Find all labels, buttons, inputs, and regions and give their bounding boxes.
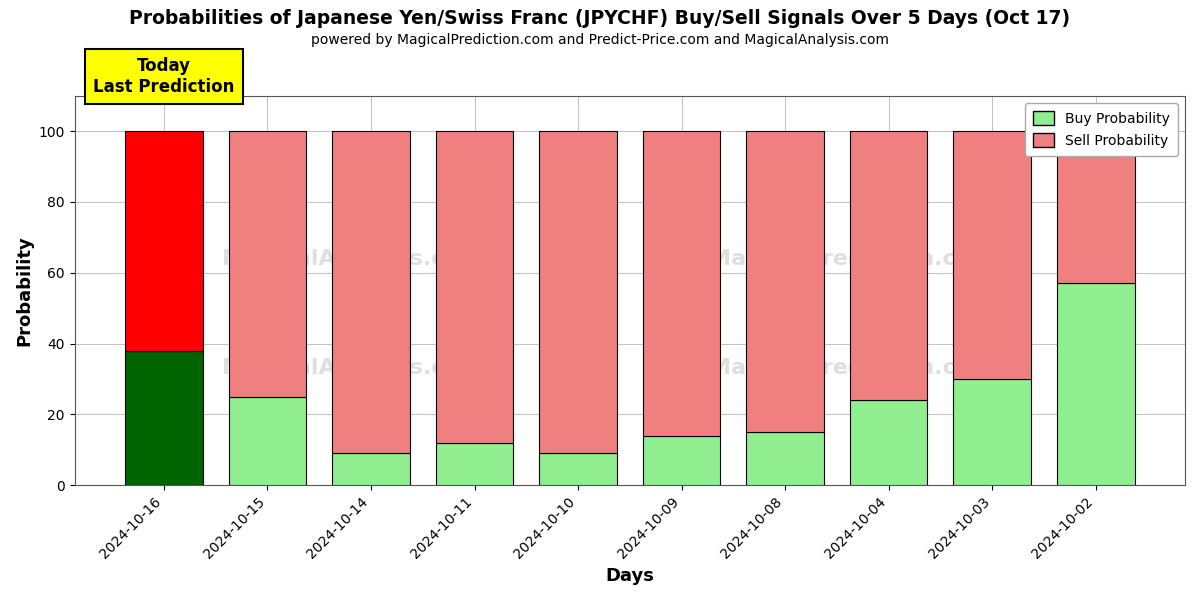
Bar	[539, 454, 617, 485]
Text: MagicalPrediction.com: MagicalPrediction.com	[709, 250, 995, 269]
Bar	[643, 436, 720, 485]
Bar	[436, 131, 514, 443]
Bar	[332, 454, 410, 485]
Bar	[229, 131, 306, 397]
Text: MagicalPrediction.com: MagicalPrediction.com	[709, 358, 995, 379]
Bar	[229, 397, 306, 485]
Bar	[125, 131, 203, 350]
Bar	[332, 131, 410, 454]
Bar	[539, 131, 617, 454]
Bar	[746, 131, 824, 432]
Bar	[746, 432, 824, 485]
Bar	[1057, 283, 1134, 485]
Text: Probabilities of Japanese Yen/Swiss Franc (JPYCHF) Buy/Sell Signals Over 5 Days : Probabilities of Japanese Yen/Swiss Fran…	[130, 9, 1070, 28]
Text: Today
Last Prediction: Today Last Prediction	[94, 57, 235, 96]
Bar	[436, 443, 514, 485]
Bar	[850, 400, 928, 485]
Text: MagicalAnalysis.com: MagicalAnalysis.com	[222, 358, 482, 379]
Bar	[125, 350, 203, 485]
Bar	[643, 131, 720, 436]
Bar	[850, 131, 928, 400]
X-axis label: Days: Days	[605, 567, 654, 585]
Bar	[953, 131, 1031, 379]
Text: powered by MagicalPrediction.com and Predict-Price.com and MagicalAnalysis.com: powered by MagicalPrediction.com and Pre…	[311, 33, 889, 47]
Bar	[1057, 131, 1134, 283]
Legend: Buy Probability, Sell Probability: Buy Probability, Sell Probability	[1025, 103, 1178, 156]
Y-axis label: Probability: Probability	[16, 235, 34, 346]
Bar	[953, 379, 1031, 485]
Text: MagicalAnalysis.com: MagicalAnalysis.com	[222, 250, 482, 269]
